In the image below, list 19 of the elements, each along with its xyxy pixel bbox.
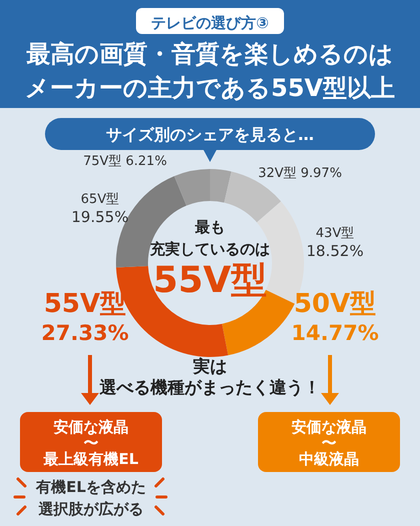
- chart-title: 最高の画質・音質を楽しめるのはメーカーの主力である55V型以上: [25, 40, 395, 102]
- data-label: 19.55%: [71, 208, 129, 226]
- slice-label: 75V型 6.21%: [83, 154, 167, 169]
- slice-label: 32V型 9.97%: [258, 166, 342, 181]
- text: 55V型: [153, 260, 267, 301]
- text: サイズ別のシェアを見ると…: [106, 125, 314, 144]
- slice-label: 65V型: [80, 192, 120, 207]
- text: 安価な液晶〜最上級有機EL: [42, 418, 139, 468]
- data-label: 14.77%: [291, 321, 379, 345]
- data-label: 18.52%: [306, 242, 364, 260]
- slice-label: 43V型: [316, 226, 354, 241]
- text: 実は選べる機種がまったく違う！: [100, 357, 320, 398]
- slice-label: 55V型: [44, 289, 126, 319]
- text: 安価な液晶〜中級液晶: [292, 418, 366, 468]
- text: 有機ELを含めた選択肢が広がる: [35, 478, 146, 518]
- text: 最も充実しているのは: [149, 218, 270, 258]
- data-label: 27.33%: [41, 321, 129, 345]
- chart-subtitle: テレビの選び方③: [151, 14, 269, 32]
- slice-label: 50V型: [294, 289, 376, 319]
